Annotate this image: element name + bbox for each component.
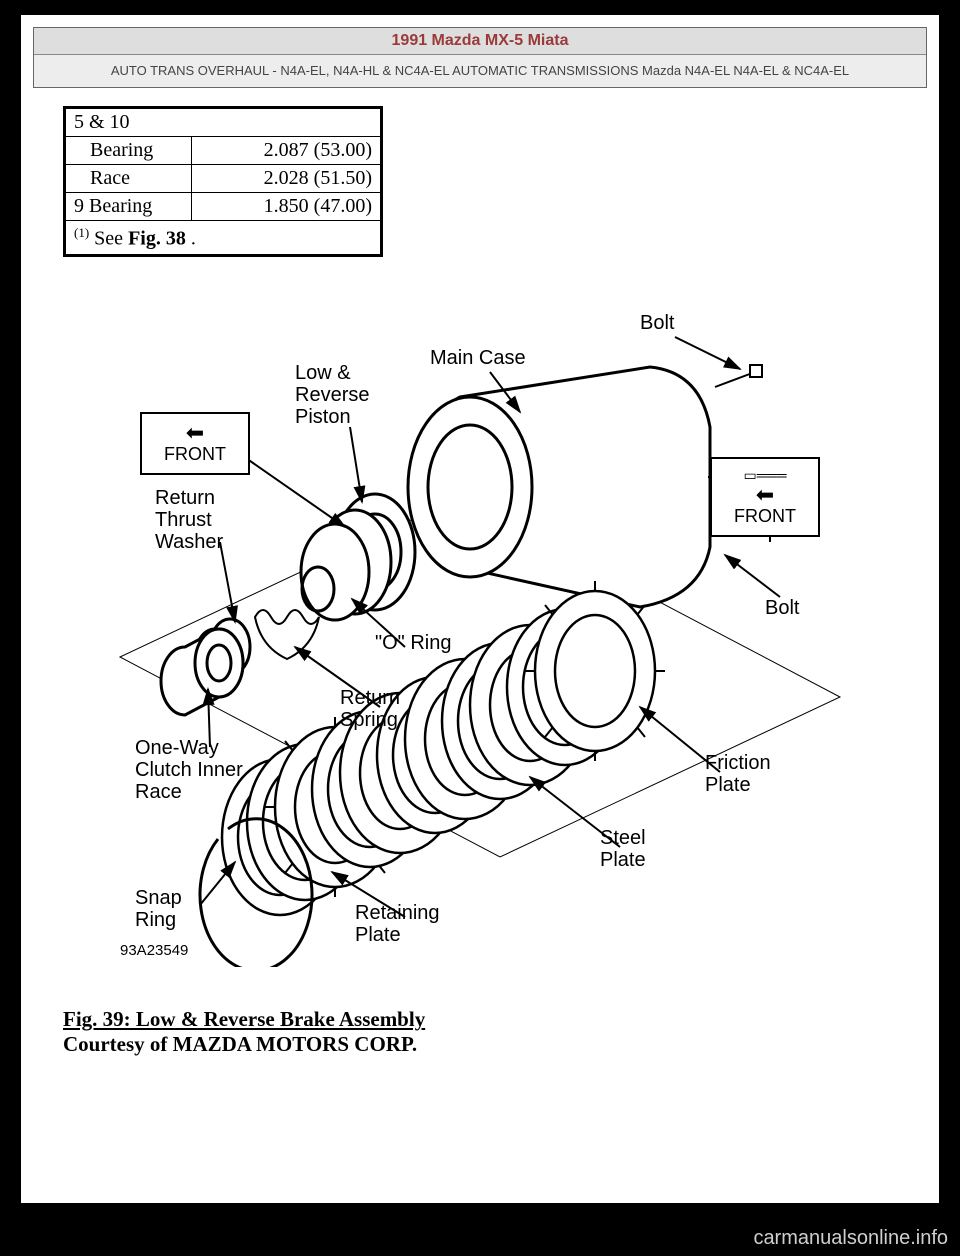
label-low-reverse-piston: Low & Reverse Piston: [295, 362, 369, 428]
cell: 9 Bearing: [65, 192, 192, 220]
label-oneway-clutch: One-Way Clutch Inner Race: [135, 737, 243, 803]
footnote-sup: (1): [74, 225, 89, 240]
table-row: Bearing 2.087 (53.00): [65, 136, 382, 164]
figure-area: ⬅ FRONT ▭═══ ⬅ FRONT Bolt Main Case Low …: [100, 317, 860, 967]
cell: Bearing: [65, 136, 192, 164]
caption-courtesy: Courtesy of MAZDA MOTORS CORP.: [63, 1032, 927, 1057]
cell: 5 & 10: [65, 107, 382, 136]
table-row: Race 2.028 (51.50): [65, 164, 382, 192]
footnote-ref: Fig. 38: [128, 227, 186, 249]
cell: 2.028 (51.50): [191, 164, 381, 192]
label-steel-plate: Steel Plate: [600, 827, 646, 871]
arrow-left-icon: ⬅: [722, 484, 808, 506]
label-bolt-top: Bolt: [640, 312, 674, 334]
figure-caption: Fig. 39: Low & Reverse Brake Assembly Co…: [63, 1007, 927, 1057]
label-return-thrust-washer: Return Thrust Washer: [155, 487, 223, 553]
label-friction-plate: Friction Plate: [705, 752, 771, 796]
label-snap-ring: Snap Ring: [135, 887, 182, 931]
doc-title: 1991 Mazda MX-5 Miata: [34, 28, 926, 55]
cell: Race: [65, 164, 192, 192]
label-retaining-plate: Retaining Plate: [355, 902, 440, 946]
table-footnote-row: (1) See Fig. 38 .: [65, 220, 382, 256]
doc-subtitle: AUTO TRANS OVERHAUL - N4A-EL, N4A-HL & N…: [34, 55, 926, 87]
cell: 1.850 (47.00): [191, 192, 381, 220]
front-indicator-right: ▭═══ ⬅ FRONT: [710, 457, 820, 537]
bearing-table: 5 & 10 Bearing 2.087 (53.00) Race 2.028 …: [63, 106, 383, 258]
header-box: 1991 Mazda MX-5 Miata AUTO TRANS OVERHAU…: [33, 27, 927, 88]
figure-id: 93A23549: [120, 942, 188, 959]
label-bolt-side: Bolt: [765, 597, 799, 619]
front-label: FRONT: [164, 444, 226, 464]
table-row: 9 Bearing 1.850 (47.00): [65, 192, 382, 220]
front-indicator-left: ⬅ FRONT: [140, 412, 250, 475]
arrow-left-icon: ⬅: [152, 422, 238, 444]
page-container: 1991 Mazda MX-5 Miata AUTO TRANS OVERHAU…: [20, 14, 940, 1204]
watermark: carmanualsonline.info: [753, 1227, 948, 1250]
label-main-case: Main Case: [430, 347, 526, 369]
caption-title: Fig. 39: Low & Reverse Brake Assembly: [63, 1007, 927, 1032]
footnote-tail: .: [186, 227, 196, 249]
label-return-spring: Return Spring: [340, 687, 400, 731]
front-label: FRONT: [734, 506, 796, 526]
footnote-text: See: [89, 227, 128, 249]
cell: 2.087 (53.00): [191, 136, 381, 164]
footnote-cell: (1) See Fig. 38 .: [65, 220, 382, 256]
table-row: 5 & 10: [65, 107, 382, 136]
label-o-ring: "O" Ring: [375, 632, 451, 654]
